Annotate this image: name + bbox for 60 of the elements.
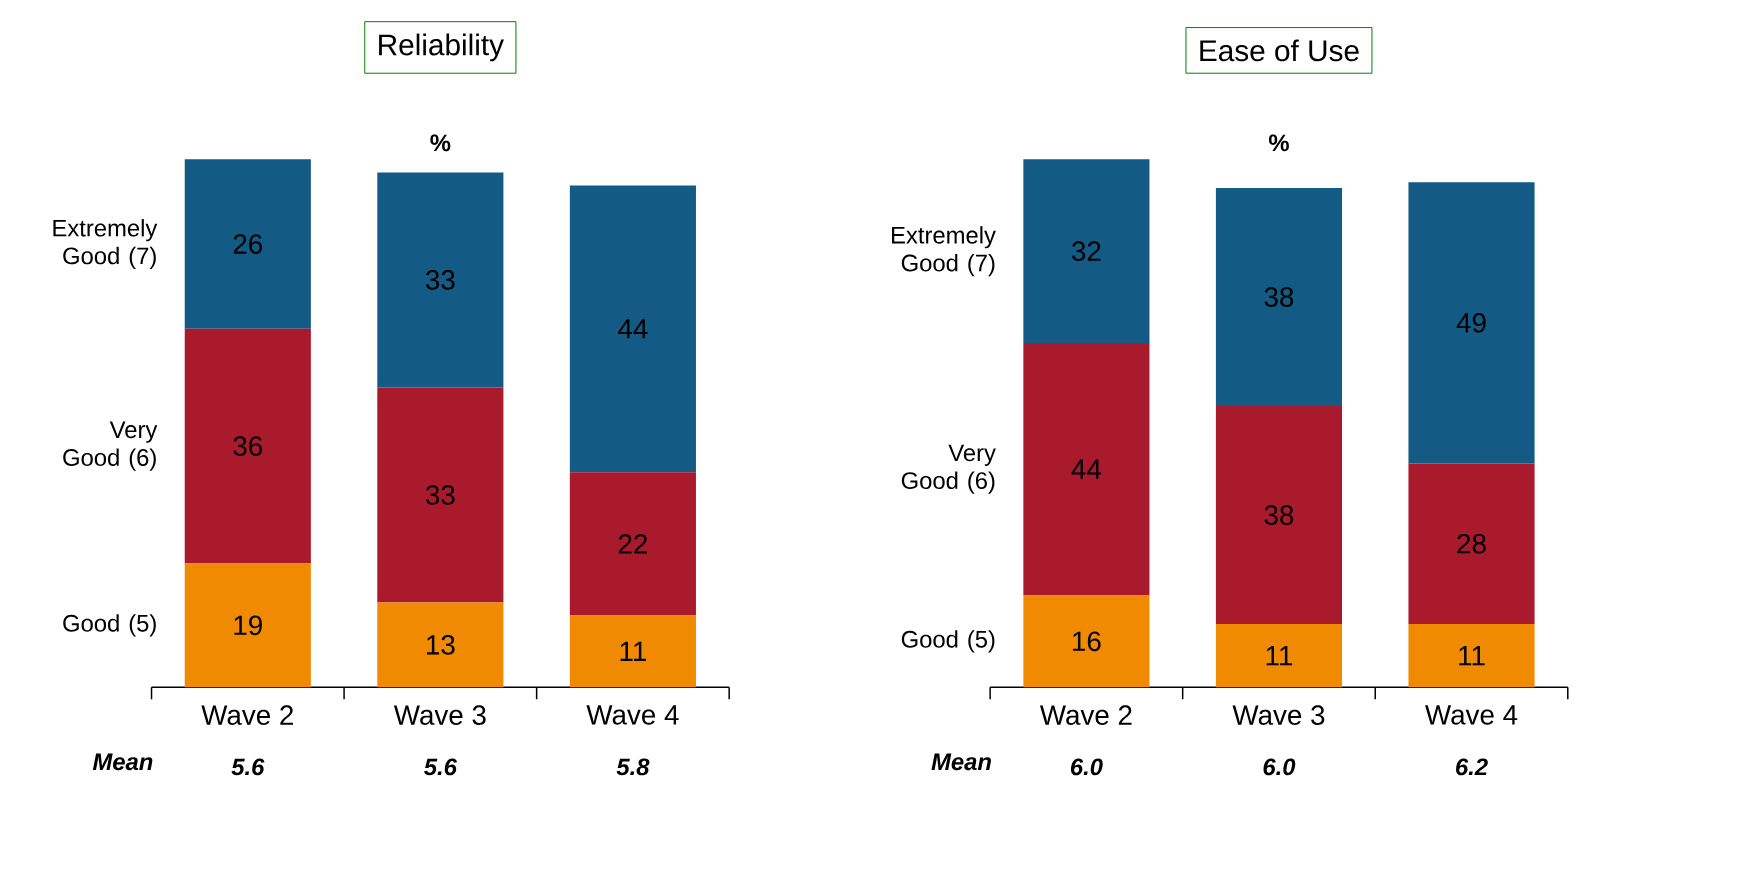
bar: [569, 471, 696, 616]
x-tick-label: Wave 3: [1232, 705, 1325, 725]
data-label: 11: [1266, 645, 1293, 665]
bar: [1215, 405, 1343, 624]
text: 5.6: [424, 758, 458, 776]
bar: [377, 387, 504, 603]
text: Mean: [92, 753, 153, 770]
data-label: 28: [1457, 533, 1486, 554]
data-label: 49: [1456, 312, 1486, 333]
x-tick-label: Wave 3: [393, 705, 486, 725]
text: Mean: [931, 753, 991, 770]
bar: [184, 563, 311, 687]
text: 6.0: [1263, 758, 1296, 776]
data-label: 13: [427, 634, 455, 655]
text: %: [430, 134, 451, 151]
data-label: 22: [618, 533, 647, 554]
bar: [1215, 623, 1343, 687]
series-label: Extremely Good (7): [892, 225, 996, 276]
data-label: 11: [1459, 645, 1485, 665]
data-label: 33: [425, 269, 455, 290]
text: 6.2: [1456, 758, 1488, 776]
chart-title: Reliability: [379, 33, 504, 62]
text: 5.6: [231, 758, 265, 776]
bar: [184, 159, 311, 329]
bar: [1023, 342, 1150, 596]
data-label: 16: [1073, 631, 1101, 651]
data-label: 44: [1071, 459, 1102, 479]
bar: [569, 185, 696, 472]
bar: [1023, 159, 1150, 343]
series-label: Very Good (6): [63, 421, 158, 471]
data-label: 11: [620, 641, 646, 661]
x-tick-label: Wave 4: [1425, 705, 1518, 725]
bar: [377, 602, 504, 687]
bar: [184, 328, 311, 564]
series-label: Extremely Good (7): [53, 218, 158, 269]
x-tick-label: Wave 2: [1039, 705, 1132, 725]
x-tick-label: Wave 4: [586, 705, 679, 725]
bar: [569, 615, 696, 687]
bar: [1408, 623, 1535, 687]
series-label: Good (5): [63, 613, 156, 637]
data-label: 26: [233, 234, 263, 254]
bar: [377, 172, 504, 388]
series-label: Good (5): [901, 629, 995, 653]
data-label: 38: [1264, 505, 1294, 525]
bar: [1023, 595, 1150, 687]
data-label: 36: [233, 436, 263, 456]
x-tick-label: Wave 2: [201, 705, 293, 725]
text: 5.8: [616, 758, 650, 776]
data-label: 33: [425, 484, 455, 505]
series-label: Very Good (6): [901, 444, 996, 494]
data-label: 44: [618, 319, 648, 339]
text: %: [1268, 134, 1289, 151]
text: 6.0: [1070, 758, 1103, 776]
chart-title: Ease of Use: [1200, 39, 1359, 62]
bar: [1215, 187, 1343, 406]
bar: [1408, 463, 1535, 624]
data-label: 32: [1072, 241, 1101, 261]
bar: [1408, 182, 1535, 464]
data-label: 38: [1264, 287, 1294, 307]
data-label: 19: [234, 615, 262, 635]
